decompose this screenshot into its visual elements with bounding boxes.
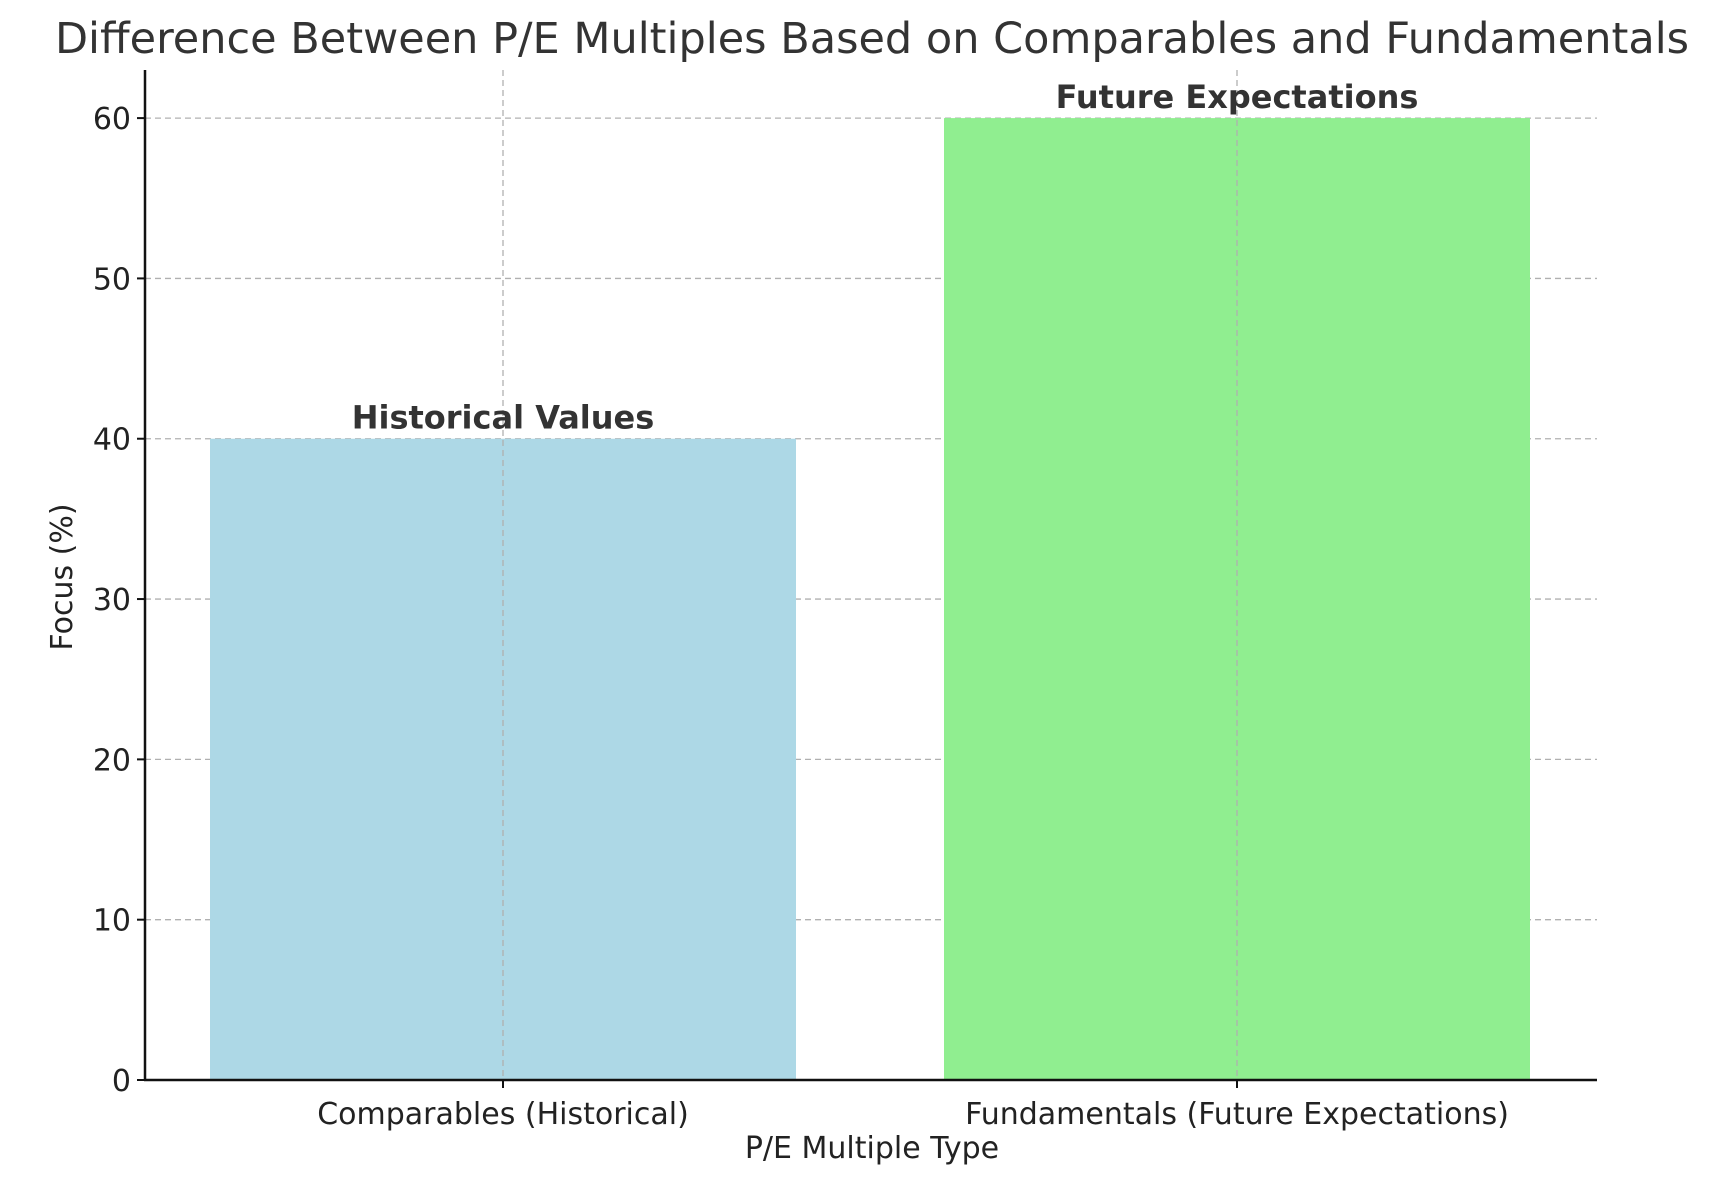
y-tick-label: 50 xyxy=(93,262,131,297)
bar-fundamentals xyxy=(944,118,1530,1081)
axes xyxy=(137,70,1597,1088)
y-tick-label: 20 xyxy=(93,743,131,778)
bar-data-label: Future Expectations xyxy=(1056,78,1419,116)
y-tick-label: 0 xyxy=(112,1064,131,1099)
x-tick-label: Fundamentals (Future Expectations) xyxy=(965,1097,1509,1132)
x-tick-label: Comparables (Historical) xyxy=(317,1097,689,1132)
y-tick-label: 40 xyxy=(93,423,131,458)
y-tick-label: 60 xyxy=(93,102,131,137)
y-tick-label: 30 xyxy=(93,583,131,618)
y-axis-title: Focus (%) xyxy=(45,503,80,650)
chart-title: Difference Between P/E Multiples Based o… xyxy=(55,14,1689,64)
bar-data-label: Historical Values xyxy=(352,399,655,437)
labels: 0 10 20 30 40 50 60 Comparables (Historical) Fun… xyxy=(93,78,1509,1132)
bars xyxy=(210,118,1530,1081)
y-tick-label: 10 xyxy=(93,904,131,939)
vertical-grid xyxy=(502,70,1238,1080)
x-axis-title: P/E Multiple Type xyxy=(745,1131,999,1166)
